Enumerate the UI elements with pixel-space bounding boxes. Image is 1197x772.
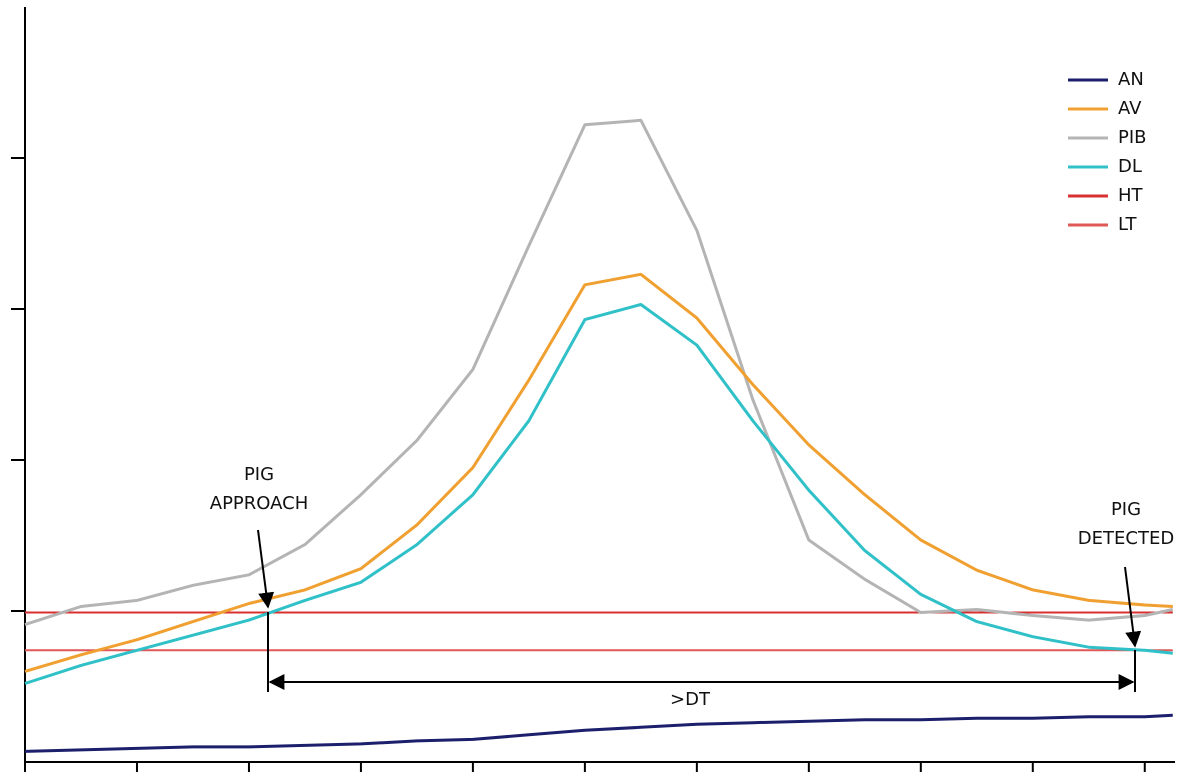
legend-label: AV	[1118, 98, 1142, 119]
line-series	[24, 303, 1173, 685]
legend-label: DL	[1118, 156, 1142, 177]
legend-label: PIB	[1118, 127, 1147, 148]
arrow	[257, 529, 275, 609]
annotation: DETECTED	[1078, 528, 1174, 549]
line-series	[24, 118, 1174, 627]
legend-label: AN	[1118, 69, 1144, 90]
annotation: PIG	[1111, 499, 1141, 520]
arrow	[1124, 566, 1142, 648]
line-series	[24, 713, 1173, 753]
line-series	[24, 272, 1173, 673]
legend-label: LT	[1118, 214, 1138, 235]
legend-label: HT	[1118, 185, 1144, 206]
annotation: >DT	[670, 689, 711, 710]
annotation: APPROACH	[210, 493, 308, 514]
annotation: PIG	[244, 464, 274, 485]
